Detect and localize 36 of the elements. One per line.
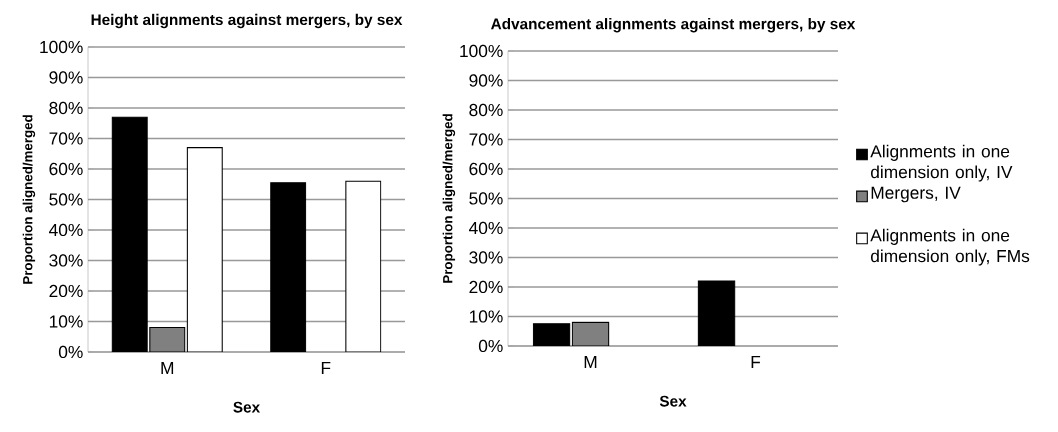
y-tick-label: 80% (469, 103, 503, 117)
y-tick-label: 30% (469, 251, 503, 264)
y-tick-label: 90% (49, 71, 83, 84)
y-tick-label: 0% (478, 339, 503, 353)
y-tick-label: 20% (49, 284, 83, 298)
legend-label: Alignments in one dimension only, IV (870, 144, 1013, 182)
y-tick-label: 40% (49, 223, 83, 237)
chart-title: Advancement alignments against mergers, by sex (491, 18, 856, 33)
legend-label: Mergers, IV (871, 186, 961, 203)
bar (270, 182, 307, 352)
y-tick-label: 10% (49, 315, 83, 328)
x-tick-label: M (161, 362, 174, 374)
x-tick-label: M (584, 356, 597, 368)
y-axis-title: Proportion aligned/merged (442, 114, 456, 283)
y-tick-label: 70% (469, 133, 503, 146)
y-tick-label: 100% (40, 40, 83, 54)
y-tick-label: 70% (49, 132, 83, 145)
y-tick-label: 60% (49, 162, 83, 176)
y-tick-label: 60% (469, 162, 503, 176)
y-tick-label: 50% (49, 193, 83, 206)
x-axis-title: Sex (659, 395, 687, 407)
y-tick-label: 10% (469, 310, 503, 323)
x-axis-title: Sex (233, 401, 261, 413)
x-tick-label: F (751, 356, 761, 368)
y-tick-label: 50% (469, 192, 503, 205)
chart-title: Height alignments against mergers, by sex (91, 13, 403, 29)
y-axis-title: Proportion aligned/merged (22, 115, 36, 284)
y-tick-label: 20% (469, 280, 503, 294)
y-tick-label: 30% (49, 254, 83, 267)
legend-label: Alignments in one dimension only, FMs (870, 228, 1030, 266)
y-tick-label: 40% (469, 221, 503, 235)
y-tick-label: 90% (469, 74, 503, 87)
x-tick-label: F (321, 362, 331, 374)
y-tick-label: 80% (49, 101, 83, 115)
y-tick-label: 0% (58, 345, 83, 359)
y-tick-label: 100% (460, 44, 503, 58)
